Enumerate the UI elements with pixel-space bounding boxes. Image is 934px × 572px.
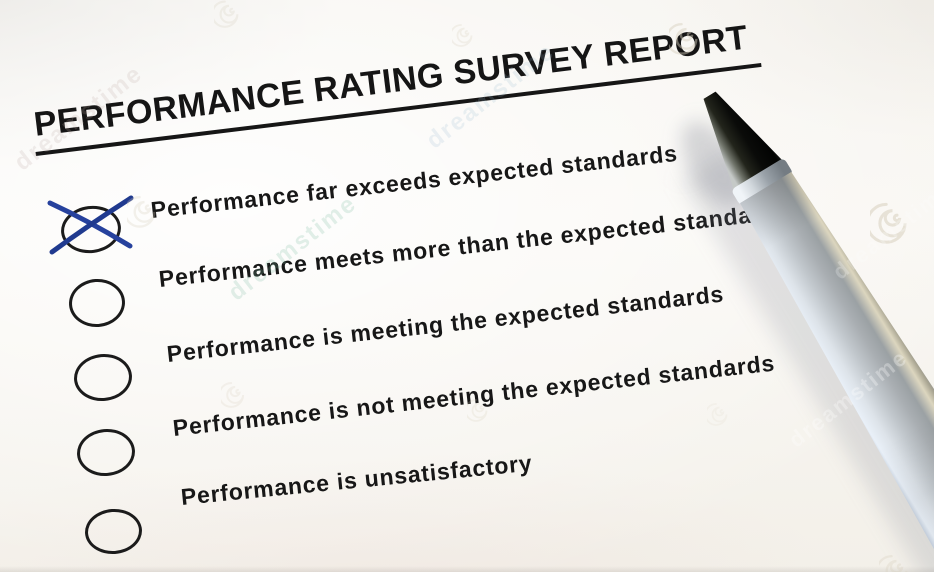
option-3-label: Performance is meeting the expected stan… — [165, 280, 726, 367]
option-5-checkbox — [83, 507, 144, 556]
watermark-spiral-icon — [707, 396, 737, 426]
watermark-spiral-icon — [870, 190, 924, 244]
page-title: PERFORMANCE RATING SURVEY REPORT — [29, 17, 762, 157]
option-1-label: Performance far exceeds expected standar… — [149, 139, 679, 223]
option-5-label: Performance is unsatisfactory — [179, 449, 534, 510]
x-mark-icon — [47, 195, 134, 255]
option-4-checkbox — [75, 426, 137, 479]
option-4-label: Performance is not meeting the expected … — [171, 349, 777, 441]
watermark-spiral-icon — [221, 374, 255, 408]
option-3-checkbox — [72, 351, 134, 404]
option-2-checkbox — [67, 277, 127, 329]
watermark-spiral-icon — [452, 17, 482, 47]
watermark-spiral-icon — [214, 0, 250, 28]
